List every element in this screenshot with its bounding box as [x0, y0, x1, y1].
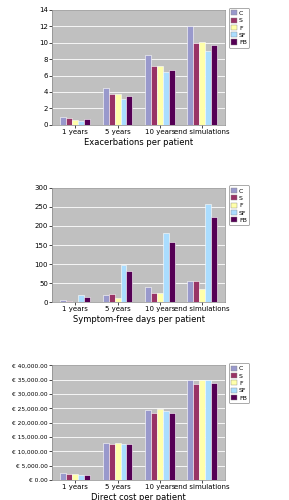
- Bar: [78, 296, 84, 302]
- Bar: [169, 70, 175, 124]
- Bar: [145, 55, 151, 124]
- Bar: [109, 294, 115, 302]
- Bar: [84, 474, 90, 480]
- Bar: [169, 242, 175, 302]
- Bar: [84, 298, 90, 302]
- Bar: [151, 66, 157, 124]
- Legend: C, S, F, SF, FB: C, S, F, SF, FB: [229, 363, 249, 403]
- Legend: C, S, F, SF, FB: C, S, F, SF, FB: [229, 186, 249, 226]
- Bar: [145, 287, 151, 302]
- Bar: [163, 411, 169, 480]
- Bar: [109, 94, 115, 124]
- Bar: [115, 298, 121, 302]
- Bar: [157, 66, 163, 124]
- Bar: [60, 118, 66, 124]
- Bar: [151, 293, 157, 302]
- Bar: [115, 94, 121, 124]
- Bar: [103, 296, 109, 302]
- Bar: [205, 204, 211, 302]
- Bar: [205, 51, 211, 125]
- Bar: [199, 42, 205, 124]
- Bar: [66, 474, 72, 480]
- Bar: [109, 444, 115, 480]
- Bar: [115, 442, 121, 480]
- Bar: [121, 444, 127, 480]
- Bar: [78, 475, 84, 480]
- Bar: [121, 266, 127, 302]
- Bar: [78, 120, 84, 124]
- Bar: [127, 96, 132, 124]
- Bar: [66, 118, 72, 124]
- Bar: [193, 43, 199, 124]
- X-axis label: Symptom-free days per patient: Symptom-free days per patient: [73, 316, 205, 324]
- X-axis label: Exacerbations per patient: Exacerbations per patient: [84, 138, 193, 146]
- Bar: [187, 26, 193, 124]
- Bar: [211, 383, 217, 480]
- Bar: [193, 384, 199, 480]
- Bar: [157, 409, 163, 480]
- Legend: C, S, F, SF, FB: C, S, F, SF, FB: [229, 8, 249, 48]
- Bar: [103, 442, 109, 480]
- Bar: [60, 473, 66, 480]
- Bar: [157, 293, 163, 302]
- Bar: [163, 233, 169, 302]
- Bar: [60, 300, 66, 302]
- Bar: [187, 282, 193, 302]
- Bar: [163, 72, 169, 124]
- Bar: [72, 474, 78, 480]
- Bar: [199, 289, 205, 302]
- Bar: [187, 380, 193, 480]
- Bar: [145, 410, 151, 480]
- Bar: [103, 88, 109, 124]
- Bar: [121, 100, 127, 124]
- Bar: [199, 380, 205, 480]
- Bar: [127, 444, 132, 480]
- Bar: [72, 120, 78, 124]
- Bar: [66, 301, 72, 302]
- Bar: [84, 119, 90, 124]
- Bar: [211, 218, 217, 302]
- Bar: [211, 45, 217, 124]
- Bar: [169, 412, 175, 480]
- Bar: [205, 380, 211, 480]
- X-axis label: Direct cost per patient: Direct cost per patient: [91, 493, 186, 500]
- Bar: [151, 412, 157, 480]
- Bar: [127, 271, 132, 302]
- Bar: [193, 282, 199, 302]
